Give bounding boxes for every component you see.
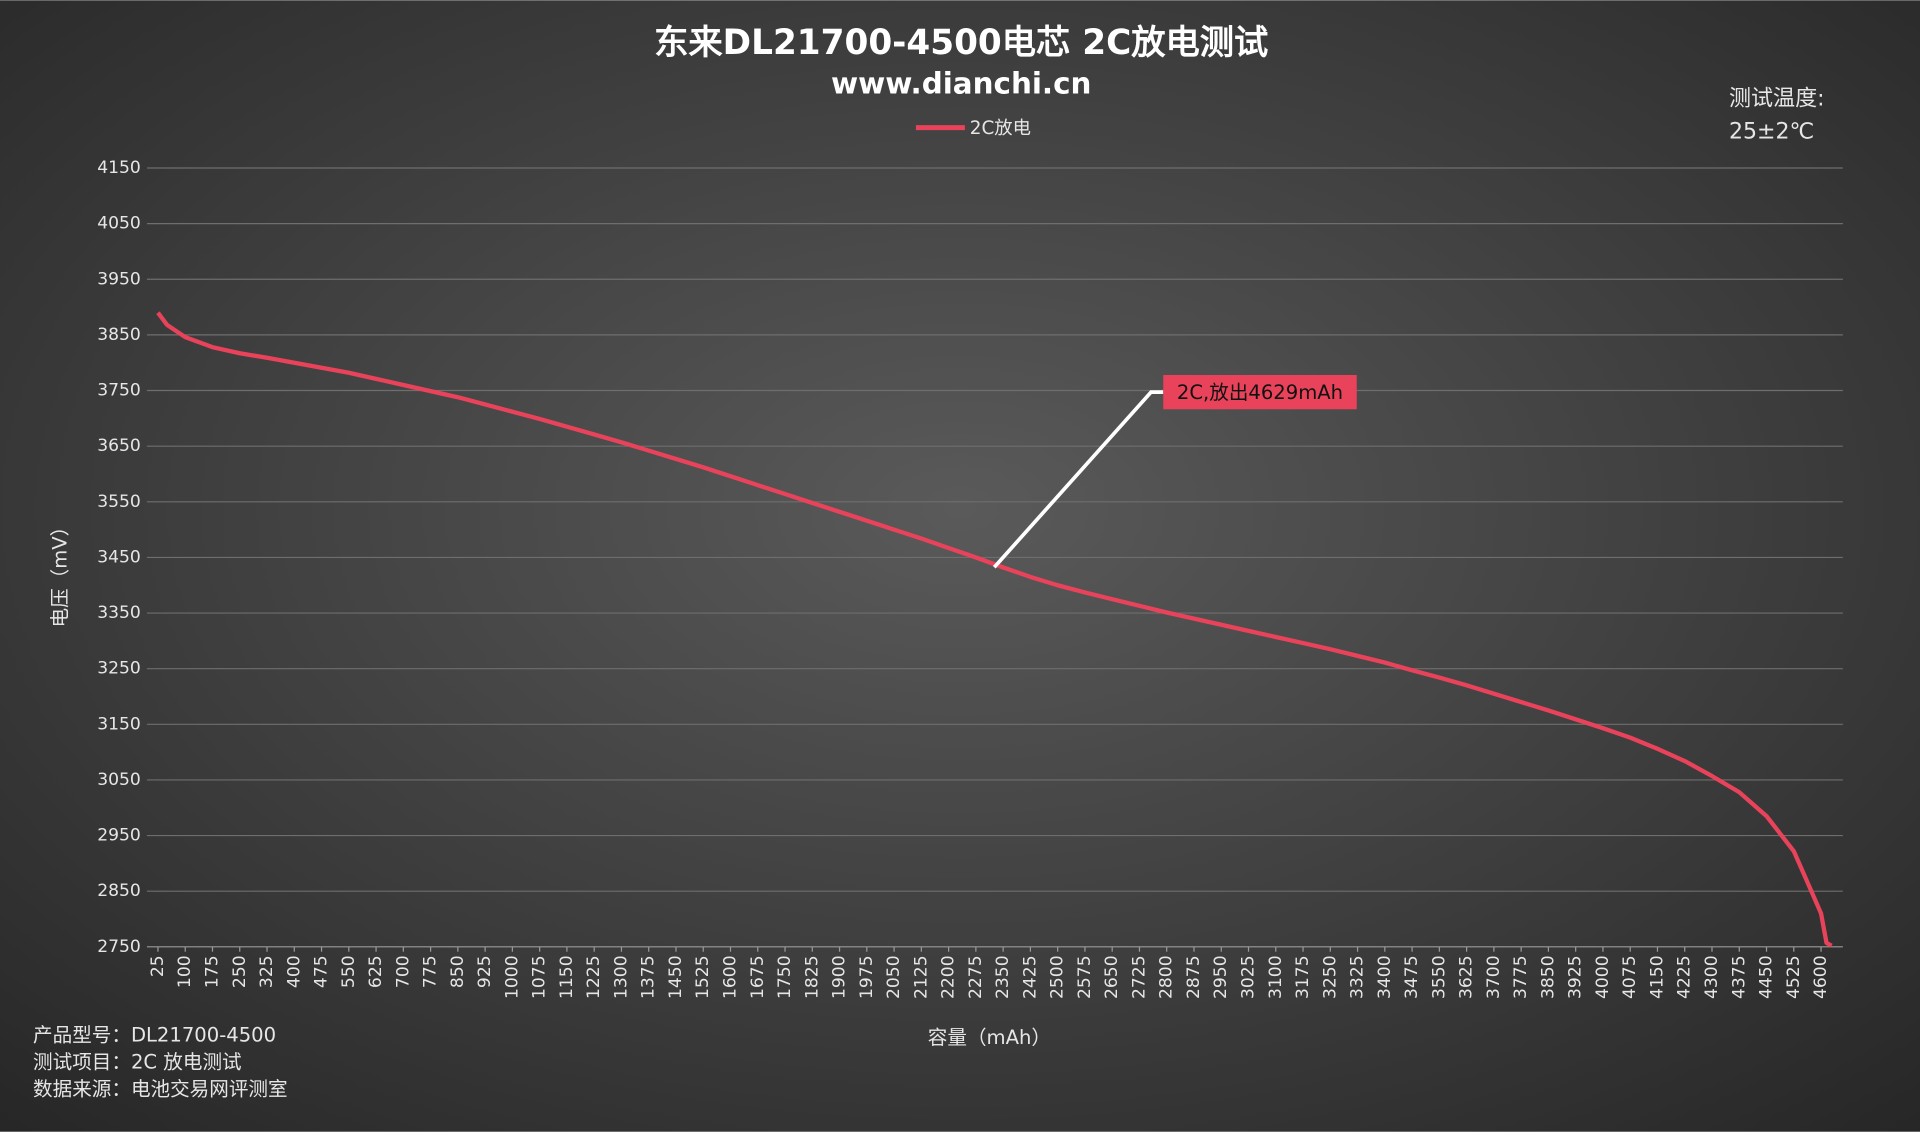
x-tick-label: 775 — [421, 955, 441, 988]
x-tick-label: 3925 — [1566, 955, 1586, 999]
x-tick-label: 850 — [448, 955, 468, 988]
x-tick-label: 4450 — [1757, 955, 1777, 999]
x-tick-label: 4075 — [1620, 955, 1640, 999]
x-tick-label: 700 — [393, 955, 413, 988]
annotation: 2C,放出4629mAh — [1177, 381, 1343, 404]
y-tick-label: 4050 — [97, 214, 141, 234]
x-tick-label: 4225 — [1675, 955, 1695, 999]
x-tick-label: 1450 — [666, 955, 686, 999]
y-tick-label: 2950 — [97, 826, 141, 846]
y-tick-label: 3750 — [97, 381, 141, 401]
y-tick-label: 2750 — [97, 937, 141, 957]
y-tick-label: 3550 — [97, 492, 141, 512]
x-tick-label: 1150 — [557, 955, 577, 999]
x-tick-label: 1675 — [748, 955, 768, 999]
x-tick-label: 325 — [257, 955, 277, 988]
x-tick-label: 3475 — [1402, 955, 1422, 999]
y-tick-label: 3650 — [97, 436, 141, 456]
x-tick-label: 2725 — [1129, 955, 1149, 999]
x-tick-label: 3250 — [1320, 955, 1340, 999]
x-tick-label: 3325 — [1348, 955, 1368, 999]
x-tick-label: 4300 — [1702, 955, 1722, 999]
x-tick-label: 1825 — [802, 955, 822, 999]
x-tick-label: 250 — [230, 955, 250, 988]
x-tick-label: 2500 — [1048, 955, 1068, 999]
x-tick-label: 2350 — [993, 955, 1013, 999]
x-tick-label: 2125 — [911, 955, 931, 999]
note: 测试温度: — [1729, 86, 1825, 111]
y-tick-label: 2850 — [97, 881, 141, 901]
x-tick-label: 1975 — [857, 955, 877, 999]
note: 25±2℃ — [1729, 120, 1814, 145]
x-tick-label: 2875 — [1184, 955, 1204, 999]
x-tick-label: 3100 — [1266, 955, 1286, 999]
x-tick-label: 3700 — [1484, 955, 1504, 999]
x-tick-label: 4000 — [1593, 955, 1613, 999]
x-tick-label: 3550 — [1429, 955, 1449, 999]
x-tick-label: 3175 — [1293, 955, 1313, 999]
y-axis-label: 电压（mV） — [49, 517, 72, 628]
y-tick-label: 3050 — [97, 770, 141, 790]
x-tick-label: 175 — [202, 955, 222, 988]
x-tick-label: 1300 — [611, 955, 631, 999]
x-tick-label: 475 — [312, 955, 332, 988]
x-tick-label: 4150 — [1647, 955, 1667, 999]
y-tick-label: 3450 — [97, 547, 141, 567]
x-tick-label: 400 — [284, 955, 304, 988]
x-axis-label: 容量（mAh） — [928, 1026, 1051, 1049]
x-tick-label: 4525 — [1784, 955, 1804, 999]
footer-line: 产品型号：DL21700-4500 — [33, 1024, 276, 1047]
x-tick-label: 25 — [148, 955, 168, 977]
x-tick-label: 2950 — [1211, 955, 1231, 999]
annotation-box — [1163, 374, 1357, 410]
x-tick-label: 1750 — [775, 955, 795, 999]
x-tick-label: 2425 — [1020, 955, 1040, 999]
x-tick-label: 3400 — [1375, 955, 1395, 999]
x-tick-label: 2650 — [1102, 955, 1122, 999]
x-tick-label: 3775 — [1511, 955, 1531, 999]
y-tick-label: 3250 — [97, 659, 141, 679]
footer-line: 数据来源：电池交易网评测室 — [33, 1078, 288, 1101]
y-tick-label: 3950 — [97, 269, 141, 289]
y-tick-label: 3150 — [97, 714, 141, 734]
x-tick-label: 2275 — [966, 955, 986, 999]
x-tick-label: 3025 — [1239, 955, 1259, 999]
x-tick-label: 625 — [366, 955, 386, 988]
x-tick-label: 2800 — [1157, 955, 1177, 999]
x-tick-label: 3625 — [1457, 955, 1477, 999]
x-tick-label: 2200 — [939, 955, 959, 999]
x-tick-label: 4375 — [1729, 955, 1749, 999]
x-tick-label: 550 — [339, 955, 359, 988]
legend-label: 2C放电 — [970, 118, 1031, 139]
x-tick-label: 2050 — [884, 955, 904, 999]
x-tick-label: 3850 — [1538, 955, 1558, 999]
chart-subtitle: www.dianchi.cn — [831, 66, 1091, 100]
x-tick-label: 4600 — [1811, 955, 1831, 999]
annotation-pointer — [992, 390, 1164, 569]
y-tick-label: 4150 — [97, 158, 141, 178]
x-tick-label: 1225 — [584, 955, 604, 999]
data-line — [156, 311, 1833, 948]
footer-line: 测试项目：2C 放电测试 — [33, 1051, 242, 1074]
y-tick-label: 3850 — [97, 325, 141, 345]
x-tick-label: 100 — [175, 955, 195, 988]
x-tick-label: 1000 — [502, 955, 522, 999]
x-tick-label: 925 — [475, 955, 495, 988]
x-tick-label: 1075 — [530, 955, 550, 999]
x-tick-label: 1375 — [639, 955, 659, 999]
x-tick-label: 2575 — [1075, 955, 1095, 999]
y-tick-label: 3350 — [97, 603, 141, 623]
plot-area: 2750 2850 2950 3050 3150 3250 3350 3450 3550 3650… — [97, 158, 1843, 999]
x-tick-label: 1600 — [720, 955, 740, 999]
chart-title: 东来DL21700-4500电芯 2C放电测试 — [654, 23, 1268, 63]
x-tick-label: 1525 — [693, 955, 713, 999]
x-tick-label: 1900 — [830, 955, 850, 999]
